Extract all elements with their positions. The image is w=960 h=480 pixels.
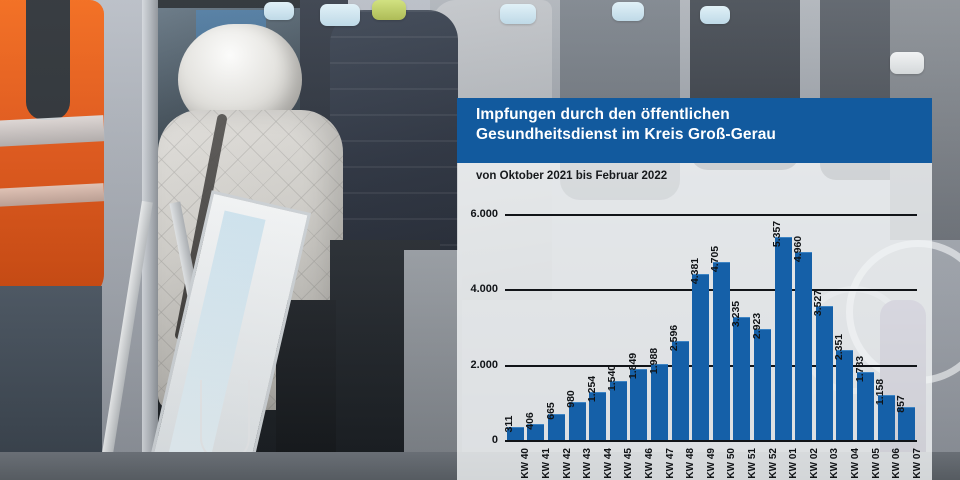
plot-area: 0 2.000 4.000 6.000 311 406 665 980 1.254 1.540 1…: [470, 208, 923, 479]
bar[interactable]: [857, 371, 874, 440]
bar-value-label: 1.254: [585, 375, 598, 402]
bar-value-label: 4.960: [791, 236, 804, 263]
y-axis-tick-label: 0: [491, 434, 498, 446]
bar-column[interactable]: 4.960: [792, 236, 813, 440]
face-mask-icon: [612, 2, 644, 21]
bar-value-label: 311: [503, 415, 516, 433]
infographic-header: Impfungen durch den öffentlichen Gesundh…: [457, 98, 932, 163]
bar-value-label: 2.923: [750, 312, 763, 340]
photo-legs-rear: [276, 300, 336, 480]
x-axis-line: [505, 440, 917, 442]
bar-value-label: 1.849: [626, 353, 639, 380]
bar-value-label: 665: [544, 402, 557, 420]
photo-door-frame-left: [142, 0, 158, 480]
bar-column[interactable]: 5.357: [771, 221, 792, 440]
y-axis-tick-label: 2.000: [470, 358, 498, 371]
bar-column[interactable]: 1.783: [854, 356, 874, 440]
bar[interactable]: [733, 317, 751, 440]
infographic-subtitle: von Oktober 2021 bis Februar 2022: [476, 170, 668, 182]
bar-value-label: 1.783: [853, 355, 866, 382]
photo-legs-light: [404, 250, 462, 480]
y-axis-tick-label: 4.000: [470, 283, 498, 296]
bar[interactable]: [877, 395, 895, 440]
bar[interactable]: [671, 341, 689, 440]
bar[interactable]: [712, 261, 730, 440]
bar-column[interactable]: 980: [565, 390, 586, 440]
bar-value-label: 3.235: [729, 301, 742, 328]
bar-column[interactable]: 1.988: [648, 348, 668, 440]
face-mask-icon: [320, 4, 360, 26]
bar[interactable]: [589, 391, 607, 440]
bar-value-label: 1.988: [647, 347, 660, 375]
bar-value-label: 3.527: [812, 290, 825, 317]
bar[interactable]: [568, 402, 586, 440]
bar[interactable]: [692, 273, 710, 440]
face-mask-icon: [500, 4, 536, 24]
bar-column[interactable]: 4.705: [709, 246, 730, 440]
bar[interactable]: [815, 306, 833, 440]
bar[interactable]: [795, 252, 813, 440]
bar-column[interactable]: 1.849: [627, 353, 648, 440]
bar-value-label: 2.596: [668, 325, 681, 352]
photo-vest-worker-legs: [0, 286, 102, 480]
bar[interactable]: [506, 427, 524, 440]
bar-value-label: 1.540: [606, 364, 619, 392]
bar-column[interactable]: 3.527: [812, 290, 833, 440]
infographic-title: Impfungen durch den öffentlichen Gesundh…: [476, 105, 916, 146]
bar-value-label: 5.357: [771, 221, 784, 248]
bar-column[interactable]: 1.158: [874, 379, 895, 440]
bar-value-label: 2.351: [832, 334, 845, 361]
bar-value-label: 4.705: [709, 245, 722, 272]
bar[interactable]: [548, 413, 565, 440]
gridline: [505, 214, 917, 216]
bar-column[interactable]: 665: [545, 402, 565, 440]
bar-value-label: 4.381: [688, 257, 701, 285]
bar-value-label: 1.158: [874, 379, 887, 406]
bar[interactable]: [630, 369, 648, 440]
gridline: [505, 364, 917, 367]
bar[interactable]: [774, 237, 792, 440]
bar-series: 311 406 665 980 1.254 1.540 1.849 1.988 2.596 4.3…: [503, 214, 917, 440]
photo-vest-shoulder: [26, 0, 70, 120]
bar-column[interactable]: 2.596: [668, 325, 689, 440]
bar-column[interactable]: 857: [895, 395, 916, 440]
bar-value-label: 406: [523, 411, 536, 430]
bar-column[interactable]: 1.254: [586, 376, 607, 440]
bar-column[interactable]: 3.235: [730, 301, 751, 440]
bar-value-label: 980: [565, 390, 578, 408]
bar-column[interactable]: 4.381: [689, 258, 710, 440]
bar-column[interactable]: 311: [503, 416, 524, 440]
face-mask-icon: [264, 2, 294, 20]
bar-column[interactable]: 2.351: [833, 334, 854, 440]
y-axis-tick-label: 6.000: [470, 208, 498, 220]
face-mask-icon: [700, 6, 730, 24]
bar[interactable]: [754, 328, 771, 440]
title-line-1: Impfungen durch den öffentlichen: [476, 106, 730, 123]
bar-column[interactable]: 2.923: [751, 313, 771, 440]
bar-column[interactable]: 1.540: [606, 365, 627, 440]
bar-column[interactable]: 406: [524, 412, 545, 440]
bar[interactable]: [651, 364, 668, 440]
gridline: [505, 289, 917, 292]
title-line-2: Gesundheitsdienst im Kreis Groß-Gerau: [476, 126, 776, 144]
bar[interactable]: [836, 350, 854, 440]
infographic-panel: Impfungen durch den öffentlichen Gesundh…: [457, 98, 932, 480]
bar-value-label: 857: [894, 394, 907, 413]
face-mask-icon: [890, 52, 924, 74]
bar[interactable]: [898, 406, 916, 440]
bar-chart: 0 2.000 4.000 6.000 311 406 665 980 1.254 1.540 1…: [457, 196, 932, 480]
bar[interactable]: [609, 381, 627, 440]
bar[interactable]: [527, 423, 545, 440]
face-mask-icon: [372, 0, 406, 20]
